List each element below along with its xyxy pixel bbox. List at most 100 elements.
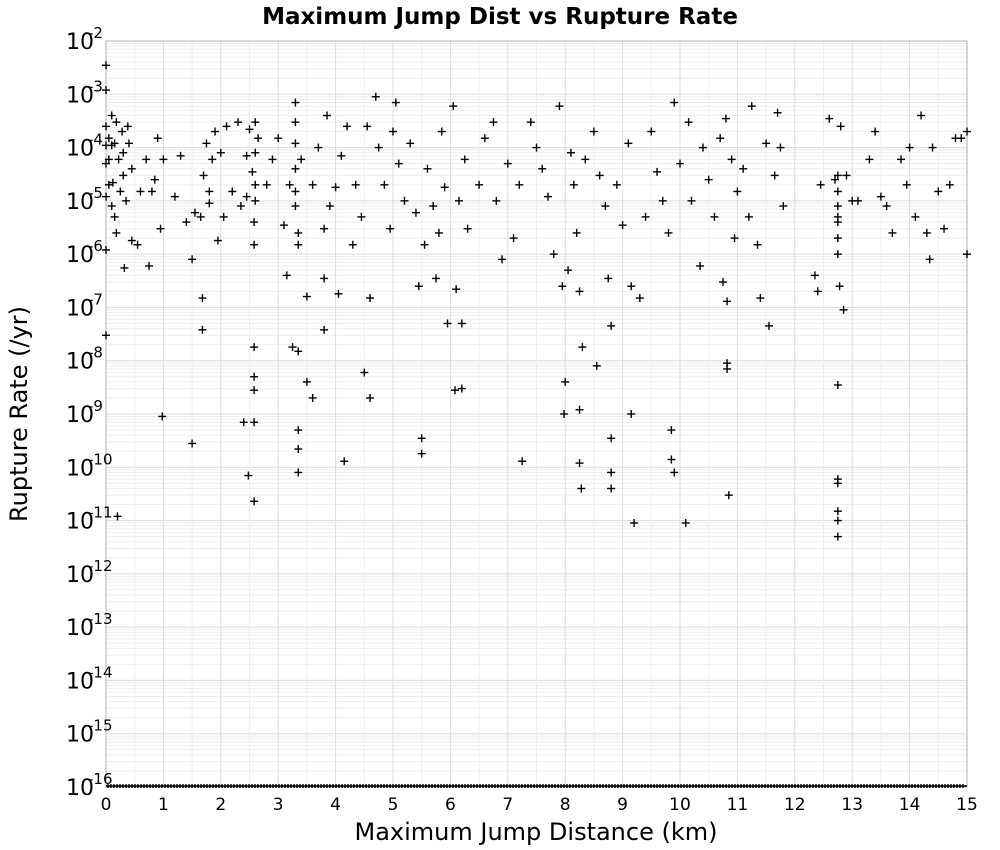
data-point xyxy=(314,143,323,152)
x-tick-label: 8 xyxy=(560,795,571,815)
data-point xyxy=(727,155,736,164)
data-point xyxy=(211,127,220,136)
y-tick-label-base: 10 xyxy=(66,510,94,535)
data-point xyxy=(833,171,842,180)
data-point xyxy=(274,134,283,143)
y-tick-label-exponent: -12 xyxy=(88,557,113,575)
data-point xyxy=(294,445,303,454)
data-point xyxy=(575,459,584,468)
data-point xyxy=(127,164,136,173)
data-point xyxy=(374,143,383,152)
data-point xyxy=(118,127,127,136)
data-point xyxy=(604,274,613,283)
data-point xyxy=(917,111,926,120)
data-point xyxy=(670,98,679,107)
data-point xyxy=(963,127,971,136)
data-point xyxy=(417,434,426,443)
data-point xyxy=(549,250,558,259)
data-point xyxy=(816,180,825,189)
data-point xyxy=(251,118,260,127)
data-point xyxy=(739,164,748,173)
y-tick-label-base: 10 xyxy=(66,137,94,162)
data-point xyxy=(239,418,248,427)
data-point xyxy=(607,434,616,443)
data-point xyxy=(190,208,199,217)
data-point xyxy=(492,196,501,205)
data-point xyxy=(291,164,300,173)
data-point xyxy=(196,212,205,221)
data-point xyxy=(104,180,113,189)
data-point xyxy=(302,377,311,386)
chart-title: Maximum Jump Dist vs Rupture Rate xyxy=(262,4,738,30)
data-point xyxy=(423,164,432,173)
data-point xyxy=(159,155,168,164)
data-points xyxy=(102,61,971,788)
data-point xyxy=(202,139,211,148)
data-point xyxy=(607,484,616,493)
data-point xyxy=(455,196,464,205)
data-point xyxy=(696,261,705,270)
y-tick-label-exponent: -4 xyxy=(88,131,103,149)
data-point xyxy=(756,294,765,303)
data-point xyxy=(288,343,297,352)
data-point xyxy=(348,240,357,249)
data-point xyxy=(291,202,300,211)
data-point xyxy=(136,187,145,196)
data-point xyxy=(291,118,300,127)
data-point xyxy=(618,221,627,230)
x-tick-label: 3 xyxy=(273,795,284,815)
data-point xyxy=(145,261,154,270)
y-tick-label-base: 10 xyxy=(66,563,94,588)
data-point xyxy=(710,212,719,221)
data-point xyxy=(538,164,547,173)
data-point xyxy=(684,118,693,127)
data-point xyxy=(308,393,317,402)
data-point xyxy=(561,377,570,386)
data-point xyxy=(279,221,288,230)
data-point xyxy=(627,282,636,291)
data-point xyxy=(251,196,260,205)
data-point xyxy=(291,187,300,196)
data-point xyxy=(294,347,303,356)
data-point xyxy=(566,148,575,157)
data-point xyxy=(294,468,303,477)
data-point xyxy=(119,171,128,180)
data-point xyxy=(245,125,254,134)
data-point xyxy=(452,285,461,294)
data-point xyxy=(234,118,243,127)
data-point xyxy=(205,187,214,196)
data-point xyxy=(420,240,429,249)
data-point xyxy=(515,180,524,189)
y-tick-label-base: 10 xyxy=(66,669,94,694)
data-point xyxy=(457,319,466,328)
x-tick-label: 0 xyxy=(101,795,112,815)
y-tick-label-exponent: -3 xyxy=(88,77,103,95)
data-point xyxy=(331,183,340,192)
data-point xyxy=(156,224,165,233)
data-point xyxy=(285,180,294,189)
data-point xyxy=(723,297,732,306)
data-point xyxy=(429,202,438,211)
data-point xyxy=(575,405,584,414)
data-point xyxy=(198,325,207,334)
data-point xyxy=(107,111,116,120)
data-point xyxy=(113,512,122,521)
data-point xyxy=(460,155,469,164)
data-point xyxy=(107,202,116,211)
data-point xyxy=(753,240,762,249)
y-tick-label-exponent: -15 xyxy=(88,717,113,735)
data-point xyxy=(250,218,259,227)
data-point xyxy=(219,212,228,221)
data-point xyxy=(262,180,271,189)
y-tick-label-exponent: -5 xyxy=(88,184,103,202)
data-point xyxy=(188,255,197,264)
data-point xyxy=(250,386,259,395)
data-point xyxy=(308,180,317,189)
data-point xyxy=(434,228,443,237)
x-tick-label: 14 xyxy=(899,795,921,815)
data-point xyxy=(518,457,527,466)
data-point xyxy=(127,236,136,245)
data-point xyxy=(612,180,621,189)
x-tick-label: 11 xyxy=(727,795,749,815)
data-point xyxy=(564,266,573,275)
